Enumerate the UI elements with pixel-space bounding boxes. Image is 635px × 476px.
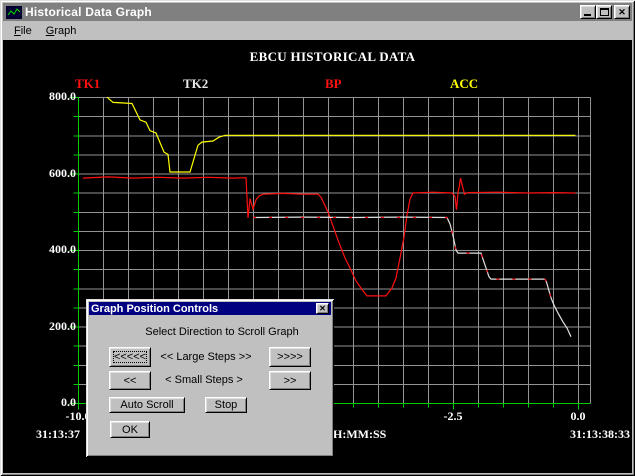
ok-button[interactable]: OK: [110, 421, 150, 438]
stop-button[interactable]: Stop: [205, 397, 247, 413]
scroll-instruction: Select Direction to Scroll Graph: [145, 326, 299, 338]
close-icon: ✕: [618, 6, 626, 17]
maximize-button[interactable]: [596, 5, 612, 19]
close-button[interactable]: ✕: [614, 5, 630, 19]
minimize-icon: [584, 14, 591, 16]
menu-bar: File Graph: [3, 21, 632, 40]
dialog-close-button[interactable]: ✕: [316, 303, 329, 314]
graph-position-controls-dialog: Graph Position Controls ✕ Select Directi…: [86, 299, 334, 457]
large-steps-label: << Large Steps >>: [160, 351, 252, 363]
menu-graph[interactable]: Graph: [45, 24, 77, 37]
window-titlebar: Historical Data Graph ✕: [3, 3, 632, 21]
scroll-small-left-button[interactable]: <<: [109, 371, 151, 390]
maximize-icon: [599, 8, 609, 16]
dialog-title: Graph Position Controls: [91, 302, 219, 315]
close-icon: ✕: [319, 304, 326, 313]
scroll-large-right-button[interactable]: >>>>: [269, 347, 311, 367]
scroll-small-right-button[interactable]: >>: [269, 371, 311, 390]
window-title: Historical Data Graph: [25, 5, 152, 19]
app-graph-icon: [6, 5, 22, 19]
menu-file[interactable]: File: [14, 24, 32, 37]
minimize-button[interactable]: [580, 5, 596, 19]
small-steps-label: < Small Steps >: [165, 374, 243, 386]
dialog-titlebar[interactable]: Graph Position Controls ✕: [89, 302, 331, 315]
auto-scroll-button[interactable]: Auto Scroll: [109, 397, 185, 413]
scroll-large-left-button[interactable]: <<<<<: [109, 347, 151, 367]
